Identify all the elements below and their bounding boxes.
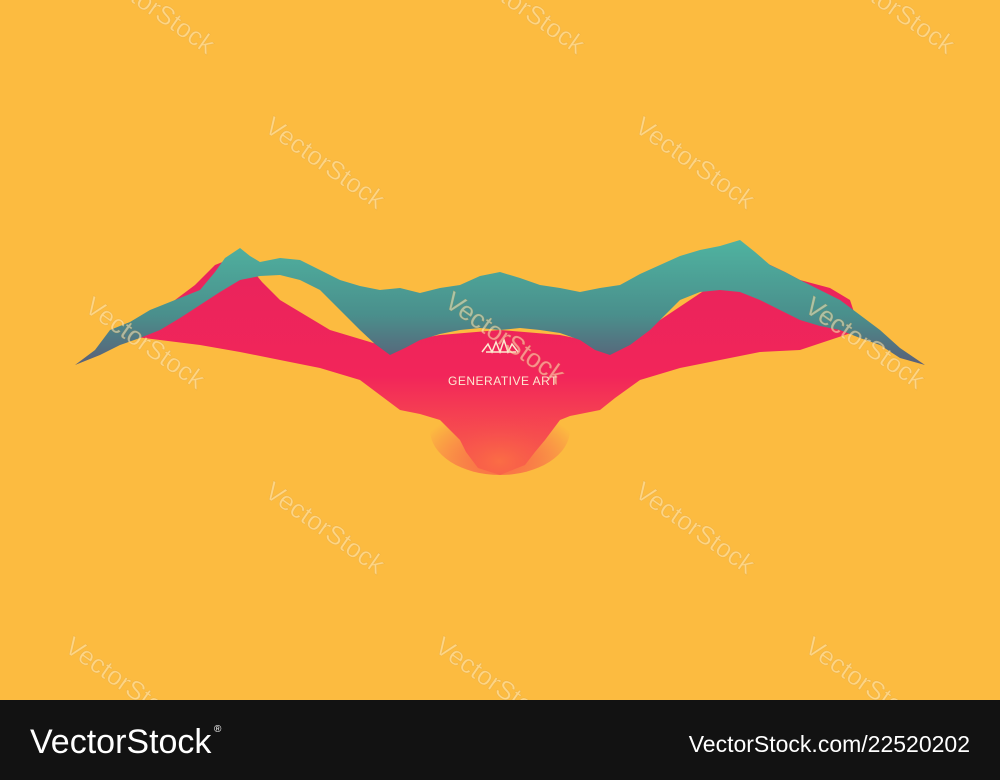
teal-layer bbox=[75, 240, 925, 365]
footer-url: VectorStock.com/22520202 bbox=[689, 731, 970, 757]
caption: GENERATIVE ART bbox=[448, 374, 558, 388]
footer-bar bbox=[0, 700, 1000, 780]
registered-mark: ® bbox=[214, 724, 222, 735]
caption-icon bbox=[481, 337, 519, 355]
pink-layer bbox=[120, 255, 860, 475]
footer-logo: VectorStock bbox=[30, 723, 212, 761]
orange-glow bbox=[430, 385, 570, 475]
